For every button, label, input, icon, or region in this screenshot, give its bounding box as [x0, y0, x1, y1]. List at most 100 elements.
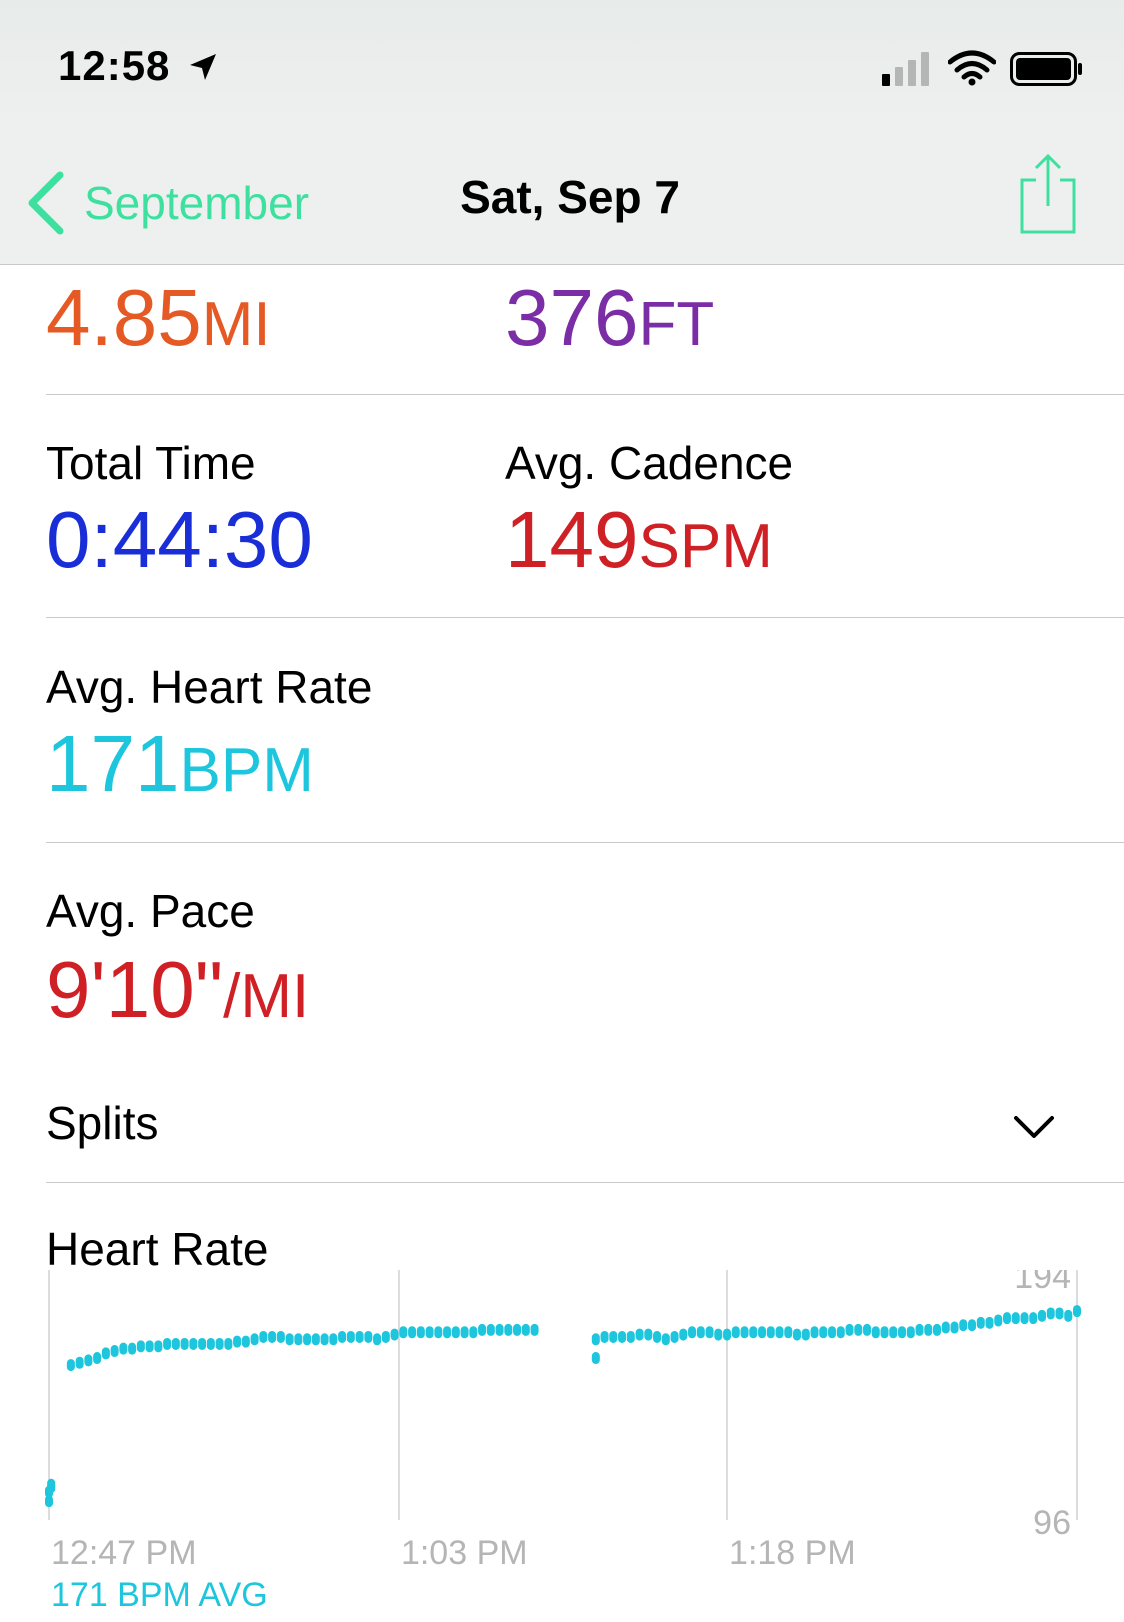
back-button[interactable]: September — [26, 168, 309, 238]
avg-pace-label: Avg. Pace — [46, 885, 255, 937]
heart-rate-point — [1073, 1305, 1081, 1318]
heart-rate-point — [373, 1333, 382, 1346]
heart-rate-point — [75, 1356, 84, 1369]
avg-pace-unit: /MI — [223, 962, 310, 1031]
total-time-label: Total Time — [46, 437, 256, 489]
heart-rate-point — [224, 1337, 233, 1350]
heart-rate-point — [933, 1323, 942, 1336]
heart-rate-point — [976, 1316, 985, 1329]
heart-rate-point — [136, 1340, 145, 1353]
heart-rate-point — [189, 1337, 198, 1350]
heart-rate-point — [259, 1330, 268, 1343]
cellular-signal-icon — [882, 52, 929, 86]
heart-rate-point — [644, 1328, 653, 1341]
heart-rate-point — [696, 1326, 705, 1339]
elevation-number: 376 — [505, 273, 639, 362]
heart-rate-point — [618, 1330, 627, 1343]
heart-rate-point — [346, 1330, 355, 1343]
heart-rate-point — [1029, 1312, 1038, 1325]
avg-cadence-number: 149 — [505, 495, 639, 584]
heart-rate-chart: 12:47 PM 1:03 PM 1:18 PM 194 96 171 BPM AVG — [45, 1270, 1081, 1614]
heart-rate-point — [93, 1352, 102, 1365]
heart-rate-point — [399, 1326, 408, 1339]
heart-rate-point — [443, 1326, 452, 1339]
heart-rate-point — [591, 1352, 600, 1365]
distance-unit: MI — [201, 290, 271, 359]
heart-rate-point — [233, 1335, 242, 1348]
heart-rate-point — [819, 1326, 828, 1339]
heart-rate-point — [985, 1316, 994, 1329]
splits-label: Splits — [46, 1097, 159, 1149]
heart-rate-point — [250, 1333, 259, 1346]
avg-heart-rate-unit: BPM — [179, 736, 314, 805]
navigation-bar: September Sat, Sep 7 — [0, 130, 1124, 265]
heart-rate-point — [276, 1330, 285, 1343]
divider — [46, 617, 1124, 618]
distance-value: 4.85MI — [46, 278, 271, 358]
heart-rate-point — [600, 1330, 609, 1343]
heart-rate-point — [994, 1314, 1003, 1327]
heart-rate-point — [775, 1326, 784, 1339]
wifi-icon — [948, 50, 996, 86]
average-label: 171 BPM AVG — [51, 1576, 268, 1614]
heart-rate-point — [793, 1328, 802, 1341]
heart-rate-point — [119, 1342, 128, 1355]
heart-rate-point — [198, 1337, 207, 1350]
heart-rate-point — [1011, 1312, 1020, 1325]
heart-rate-point — [863, 1323, 872, 1336]
splits-row[interactable]: Splits — [0, 1060, 1124, 1180]
chevron-down-icon[interactable] — [1012, 1112, 1056, 1142]
location-arrow-icon — [190, 54, 216, 80]
share-icon[interactable] — [1016, 152, 1080, 236]
divider — [46, 394, 1124, 395]
back-button-label: September — [84, 177, 310, 229]
heart-rate-point — [294, 1333, 303, 1346]
avg-heart-rate-value: 171BPM — [46, 724, 314, 804]
heart-rate-point — [128, 1342, 137, 1355]
heart-rate-point — [478, 1323, 487, 1336]
heart-rate-point — [504, 1323, 513, 1336]
heart-rate-point — [749, 1326, 758, 1339]
heart-rate-point — [950, 1321, 959, 1334]
heart-rate-point — [408, 1326, 417, 1339]
heart-rate-point — [836, 1326, 845, 1339]
divider — [46, 1182, 1124, 1183]
heart-rate-point — [364, 1330, 373, 1343]
total-time-value: 0:44:30 — [46, 495, 313, 584]
chart-grid — [48, 1270, 1078, 1520]
heart-rate-point — [810, 1326, 819, 1339]
heart-rate-point — [705, 1326, 714, 1339]
heart-rate-point — [609, 1330, 618, 1343]
heart-rate-point — [679, 1328, 688, 1341]
heart-rate-point — [924, 1323, 933, 1336]
heart-rate-point — [486, 1323, 495, 1336]
heart-rate-point — [959, 1319, 968, 1332]
divider — [46, 842, 1124, 843]
heart-rate-point — [416, 1326, 425, 1339]
heart-rate-point — [84, 1354, 93, 1367]
heart-rate-point — [268, 1330, 277, 1343]
heart-rate-point — [941, 1321, 950, 1334]
heart-rate-point — [180, 1337, 189, 1350]
heart-rate-title: Heart Rate — [46, 1223, 269, 1275]
avg-pace-number: 9'10" — [46, 945, 224, 1034]
x-tick-label: 12:47 PM — [51, 1534, 197, 1572]
heart-rate-point — [521, 1323, 530, 1336]
chart-series — [45, 1305, 1081, 1508]
heart-rate-point — [898, 1326, 907, 1339]
heart-rate-point — [1020, 1312, 1029, 1325]
heart-rate-point — [723, 1328, 732, 1341]
heart-rate-point — [390, 1328, 399, 1341]
heart-rate-point — [880, 1326, 889, 1339]
heart-rate-point — [1046, 1307, 1055, 1320]
heart-rate-point — [530, 1323, 539, 1336]
avg-cadence-unit: SPM — [638, 512, 773, 581]
heart-rate-point — [311, 1333, 320, 1346]
status-bar: 12:58 — [0, 0, 1124, 130]
heart-rate-point — [66, 1359, 75, 1372]
heart-rate-point — [355, 1330, 364, 1343]
x-tick-label: 1:03 PM — [401, 1534, 528, 1572]
heart-rate-point — [889, 1326, 898, 1339]
heart-rate-point — [915, 1323, 924, 1336]
heart-rate-point — [241, 1335, 250, 1348]
